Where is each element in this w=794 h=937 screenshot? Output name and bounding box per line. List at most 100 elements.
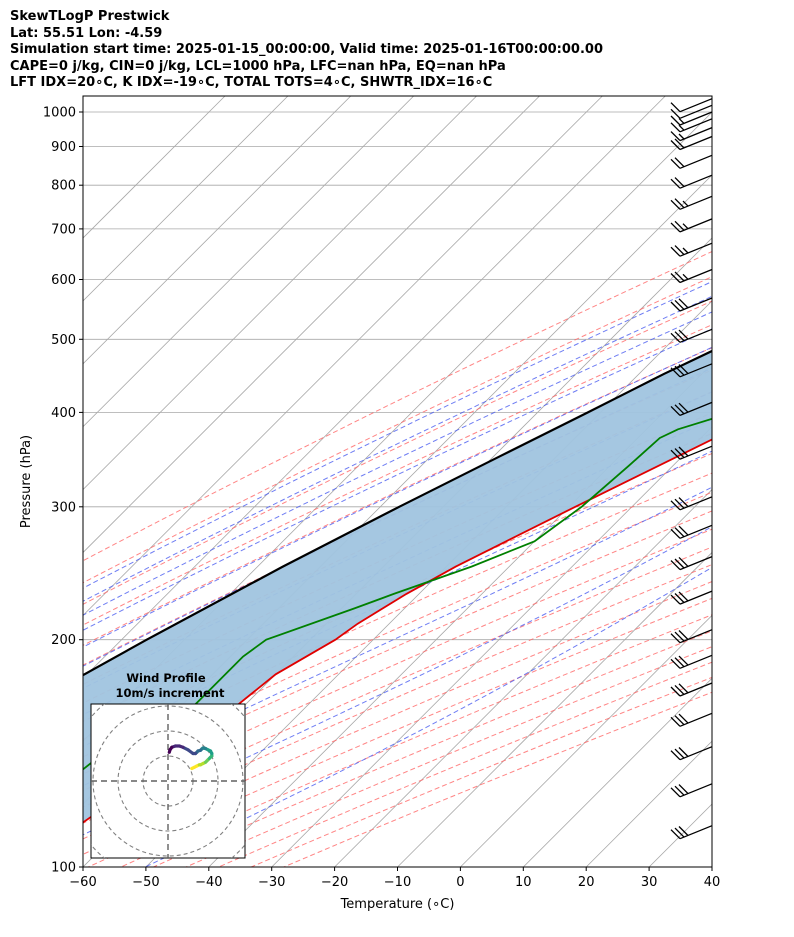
wind-barb (670, 126, 713, 142)
moist-adiabat (83, 486, 712, 787)
wind-barb (670, 118, 713, 133)
x-tick-label: −50 (132, 875, 159, 890)
parcel-profile-line (83, 349, 712, 677)
x-tick-label: 0 (456, 875, 464, 890)
simulation-time-info: Simulation start time: 2025-01-15_00:00:… (10, 42, 603, 57)
x-tick-label: −40 (195, 875, 222, 890)
y-tick-label: 200 (51, 633, 76, 648)
y-tick-label: 500 (51, 333, 76, 348)
wind-barb (670, 712, 713, 727)
wind-barb (670, 445, 713, 460)
plot-area (83, 96, 794, 867)
y-tick-label: 700 (51, 222, 76, 237)
hodograph-segment (167, 748, 172, 754)
x-tick-label: 40 (704, 875, 721, 890)
wind-barb (670, 111, 713, 126)
wind-barb (670, 328, 713, 343)
x-tick-label: −60 (69, 875, 96, 890)
y-tick-label: 800 (51, 179, 76, 194)
x-axis-label: Temperature (∘C) (340, 897, 455, 912)
moist-adiabat (83, 281, 712, 589)
moist-adiabat (83, 526, 712, 836)
y-axis: 1000 900 800 700 600 500 400 300 200 100 (43, 106, 83, 876)
wind-barb (670, 590, 713, 605)
wind-barb (670, 746, 713, 761)
wind-barb (670, 268, 713, 284)
hodograph-title: Wind Profile (126, 671, 206, 685)
y-tick-label: 300 (51, 500, 76, 515)
y-tick-label: 1000 (43, 106, 76, 121)
x-tick-label: −20 (321, 875, 348, 890)
dry-adiabat (83, 528, 712, 808)
wind-barb (670, 104, 713, 119)
wind-barb (670, 195, 713, 210)
wind-barb (670, 98, 713, 113)
wind-barb (670, 135, 713, 151)
moist-adiabat (83, 311, 712, 616)
y-tick-label: 100 (51, 861, 76, 876)
hodograph-ring (117, 730, 219, 832)
wind-barb (670, 629, 713, 644)
wind-barb (670, 555, 713, 571)
isotherm-line (83, 96, 540, 554)
wind-barb (670, 242, 713, 257)
dry-adiabat (83, 491, 712, 775)
dry-adiabat (83, 324, 712, 626)
isotherm-line (83, 96, 603, 616)
dry-adiabat (83, 510, 712, 792)
wind-barb (670, 783, 713, 798)
moist-adiabat (83, 450, 712, 748)
y-tick-label: 600 (51, 273, 76, 288)
hodograph-subtitle: 10m/s increment (116, 686, 225, 700)
x-tick-label: 20 (578, 875, 595, 890)
isotherm-line (523, 677, 712, 867)
wind-barb (670, 401, 713, 417)
background-lines (83, 96, 794, 867)
dry-adiabat (83, 347, 712, 646)
isotherm-line (334, 489, 712, 867)
convective-parameters: CAPE=0 j/kg, CIN=0 j/kg, LCL=1000 hPa, L… (10, 58, 506, 74)
isotherm-line (83, 96, 477, 491)
wind-barb (670, 496, 713, 511)
moist-adiabat (83, 328, 712, 631)
x-axis: −60 −50 −40 −30 −20 −10 0 10 20 30 40 (69, 867, 720, 890)
wind-barbs (670, 98, 713, 840)
location-info: Lat: 55.51 Lon: -4.59 (10, 25, 163, 41)
isotherm-line (83, 96, 666, 679)
chart-header: SkewTLogP Prestwick Lat: 55.51 Lon: -4.5… (10, 9, 603, 92)
wind-barb (670, 154, 713, 169)
wind-barb (670, 218, 713, 233)
x-tick-label: −10 (384, 875, 411, 890)
x-tick-label: 10 (515, 875, 532, 890)
cin-shaded-area (83, 350, 712, 823)
isotherm-line (83, 96, 226, 239)
x-tick-label: −30 (258, 875, 285, 890)
wind-barb (670, 825, 713, 840)
wind-barb (670, 654, 713, 669)
stability-indices: LFT IDX=20∘C, K IDX=-19∘C, TOTAL TOTS=4∘… (10, 75, 493, 90)
isotherm-line (83, 96, 414, 428)
isotherm-line (83, 96, 289, 302)
isotherm-line (83, 96, 352, 365)
y-tick-label: 900 (51, 140, 76, 155)
y-axis-label: Pressure (hPa) (19, 435, 34, 528)
mixing-ratio-line (769, 96, 794, 339)
isotherm-line (397, 551, 712, 867)
wind-barb (670, 524, 713, 539)
wind-barb (670, 297, 713, 312)
isotherm-line (460, 614, 712, 867)
chart-title: SkewTLogP Prestwick (10, 9, 170, 24)
wind-barb (670, 363, 713, 378)
dry-adiabat (83, 546, 712, 824)
wind-barb (670, 174, 713, 189)
moist-adiabat (83, 346, 712, 648)
wind-barb (670, 682, 713, 697)
isotherm-line (711, 866, 712, 867)
y-tick-label: 400 (51, 406, 76, 421)
x-tick-label: 30 (641, 875, 658, 890)
dry-adiabat (83, 300, 712, 605)
dry-adiabat (83, 250, 712, 562)
isotherm-line (271, 426, 712, 867)
